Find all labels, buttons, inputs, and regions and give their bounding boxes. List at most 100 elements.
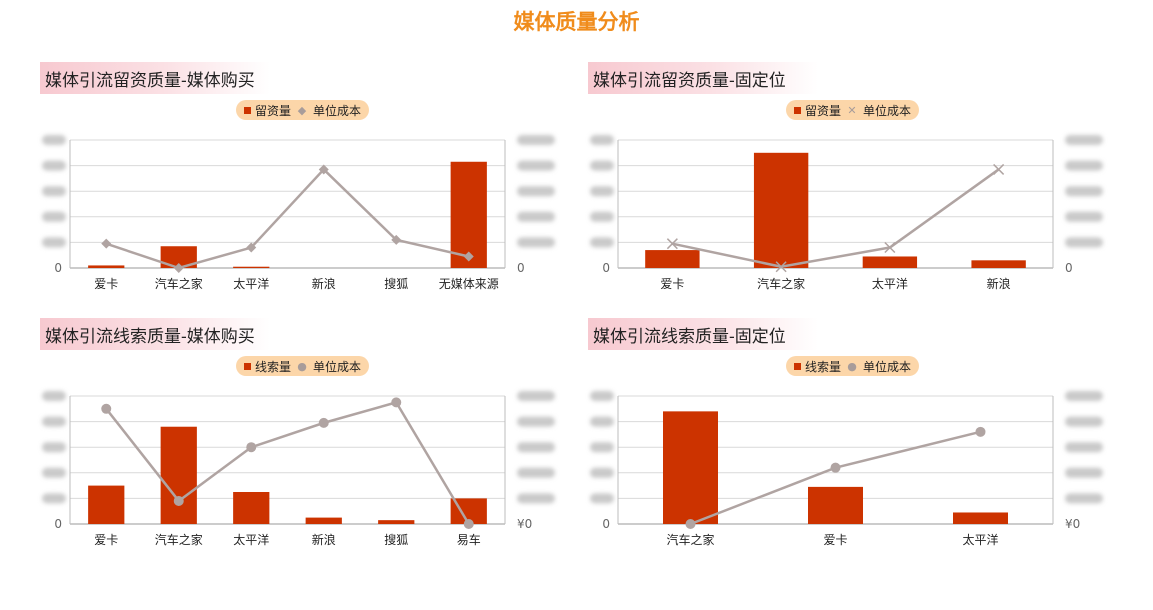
bar [862, 256, 918, 268]
category-label: 汽车之家 [155, 532, 203, 547]
line-point [666, 238, 678, 250]
right-tick-label-blurred [1065, 211, 1103, 222]
left-tick-label-blurred [590, 467, 614, 478]
line-point [975, 426, 986, 437]
left-tick-label-blurred [42, 135, 66, 145]
series-line [105, 400, 470, 525]
category-label: 新浪 [987, 276, 1011, 291]
left-tick-label-blurred [590, 442, 614, 453]
line-point [391, 234, 402, 245]
category-label: 太平洋 [962, 532, 998, 547]
legend-line-marker: ● [847, 359, 857, 373]
left-tick-label-blurred [590, 493, 614, 504]
chart-legend: 留资量 ✕ 单位成本 [786, 100, 920, 120]
combo-chart: 0 0 爱卡 汽车之家 太平洋 新浪 [590, 135, 1103, 291]
right-tick-label: 0 [517, 261, 525, 275]
line-point [246, 242, 257, 253]
left-tick-label-blurred [42, 211, 66, 222]
right-tick-label-blurred [517, 391, 555, 401]
right-tick-label-blurred [1065, 493, 1103, 504]
right-tick-label: ¥0 [1065, 517, 1080, 531]
right-tick-label-blurred [517, 493, 555, 504]
combo-chart: 0 ¥0 汽车之家 爱卡 太平洋 [590, 391, 1103, 547]
line-point [391, 397, 402, 408]
left-tick-label-blurred [42, 442, 66, 453]
category-label: 汽车之家 [155, 276, 203, 291]
legend-line-label: 单位成本 [863, 103, 912, 118]
category-label: 新浪 [312, 276, 336, 291]
legend-line-marker: ● [297, 359, 307, 373]
line-point [463, 251, 474, 262]
right-tick-label: 0 [1065, 261, 1073, 275]
bar [953, 512, 1008, 524]
right-tick-label-blurred [1065, 237, 1103, 248]
line-point [775, 261, 787, 273]
bar [645, 250, 700, 268]
bar [88, 485, 125, 524]
left-tick-label-blurred [590, 211, 614, 222]
legend-bar-label: 线索量 [255, 359, 292, 374]
bar [450, 161, 487, 268]
line-point [884, 241, 896, 254]
legend-line-label: 单位成本 [863, 359, 912, 374]
category-label: 汽车之家 [757, 276, 805, 291]
bar [88, 265, 125, 268]
legend-line-marker: ◆ [297, 103, 307, 117]
right-tick-label: ¥0 [517, 517, 532, 531]
right-tick-label-blurred [517, 135, 555, 145]
category-label: 易车 [457, 532, 481, 547]
left-tick-label-blurred [42, 160, 66, 171]
bar [808, 486, 863, 524]
chart-legend: 留资量 ◆ 单位成本 [236, 100, 370, 120]
right-tick-label-blurred [1065, 391, 1103, 401]
category-label: 爱卡 [94, 533, 118, 547]
right-tick-label-blurred [517, 442, 555, 453]
bar [305, 517, 342, 524]
combo-chart: 0 0 爱卡 汽车之家 太平洋 新浪 搜狐 无媒体来源 [42, 135, 555, 291]
category-label: 太平洋 [233, 276, 269, 291]
left-tick-label-blurred [42, 467, 66, 478]
category-label: 太平洋 [233, 532, 269, 547]
bar [753, 152, 809, 268]
legend-bar-swatch [794, 362, 801, 370]
category-label: 搜狐 [384, 532, 408, 547]
right-tick-label-blurred [517, 160, 555, 171]
right-tick-label-blurred [517, 237, 555, 248]
left-tick-label-blurred [590, 416, 614, 427]
bar [233, 492, 270, 524]
legend-bar-swatch [794, 106, 801, 114]
right-tick-label-blurred [517, 186, 555, 197]
right-tick-label-blurred [1065, 135, 1103, 145]
line-point [173, 263, 184, 273]
left-tick-label-blurred [590, 391, 614, 401]
legend-bar-label: 留资量 [255, 103, 292, 118]
left-tick-label-blurred [42, 391, 66, 401]
line-point [993, 163, 1005, 175]
category-label: 无媒体来源 [439, 277, 499, 291]
bar [160, 246, 197, 268]
right-tick-label-blurred [1065, 416, 1103, 427]
page-title: 媒体质量分析 [513, 9, 640, 34]
line-point [830, 462, 841, 473]
left-tick-label-blurred [42, 237, 66, 248]
line-point [101, 238, 112, 249]
right-tick-label-blurred [517, 467, 555, 478]
left-tick-label-blurred [42, 186, 66, 197]
legend-bar-swatch [244, 362, 251, 370]
left-tick-label-blurred [42, 493, 66, 504]
legend-line-label: 单位成本 [313, 103, 362, 118]
line-point [101, 403, 112, 414]
legend-bar-swatch [244, 106, 251, 114]
left-tick-label-blurred [590, 237, 614, 248]
left-tick-label: 0 [54, 261, 62, 275]
chart-panel-clue-fixed-position: 媒体引流线索质量-固定位 线索量 ● 单位成本 0 ¥0 汽车之家 爱卡 太平洋 [588, 318, 1128, 568]
right-tick-label-blurred [1065, 467, 1103, 478]
bar [971, 260, 1026, 268]
line-point [246, 442, 257, 453]
line-point [173, 495, 184, 506]
bar [160, 426, 197, 524]
chart-legend: 线索量 ● 单位成本 [786, 356, 920, 376]
left-tick-label-blurred [42, 416, 66, 427]
right-tick-label-blurred [1065, 442, 1103, 453]
left-tick-label: 0 [602, 517, 610, 531]
